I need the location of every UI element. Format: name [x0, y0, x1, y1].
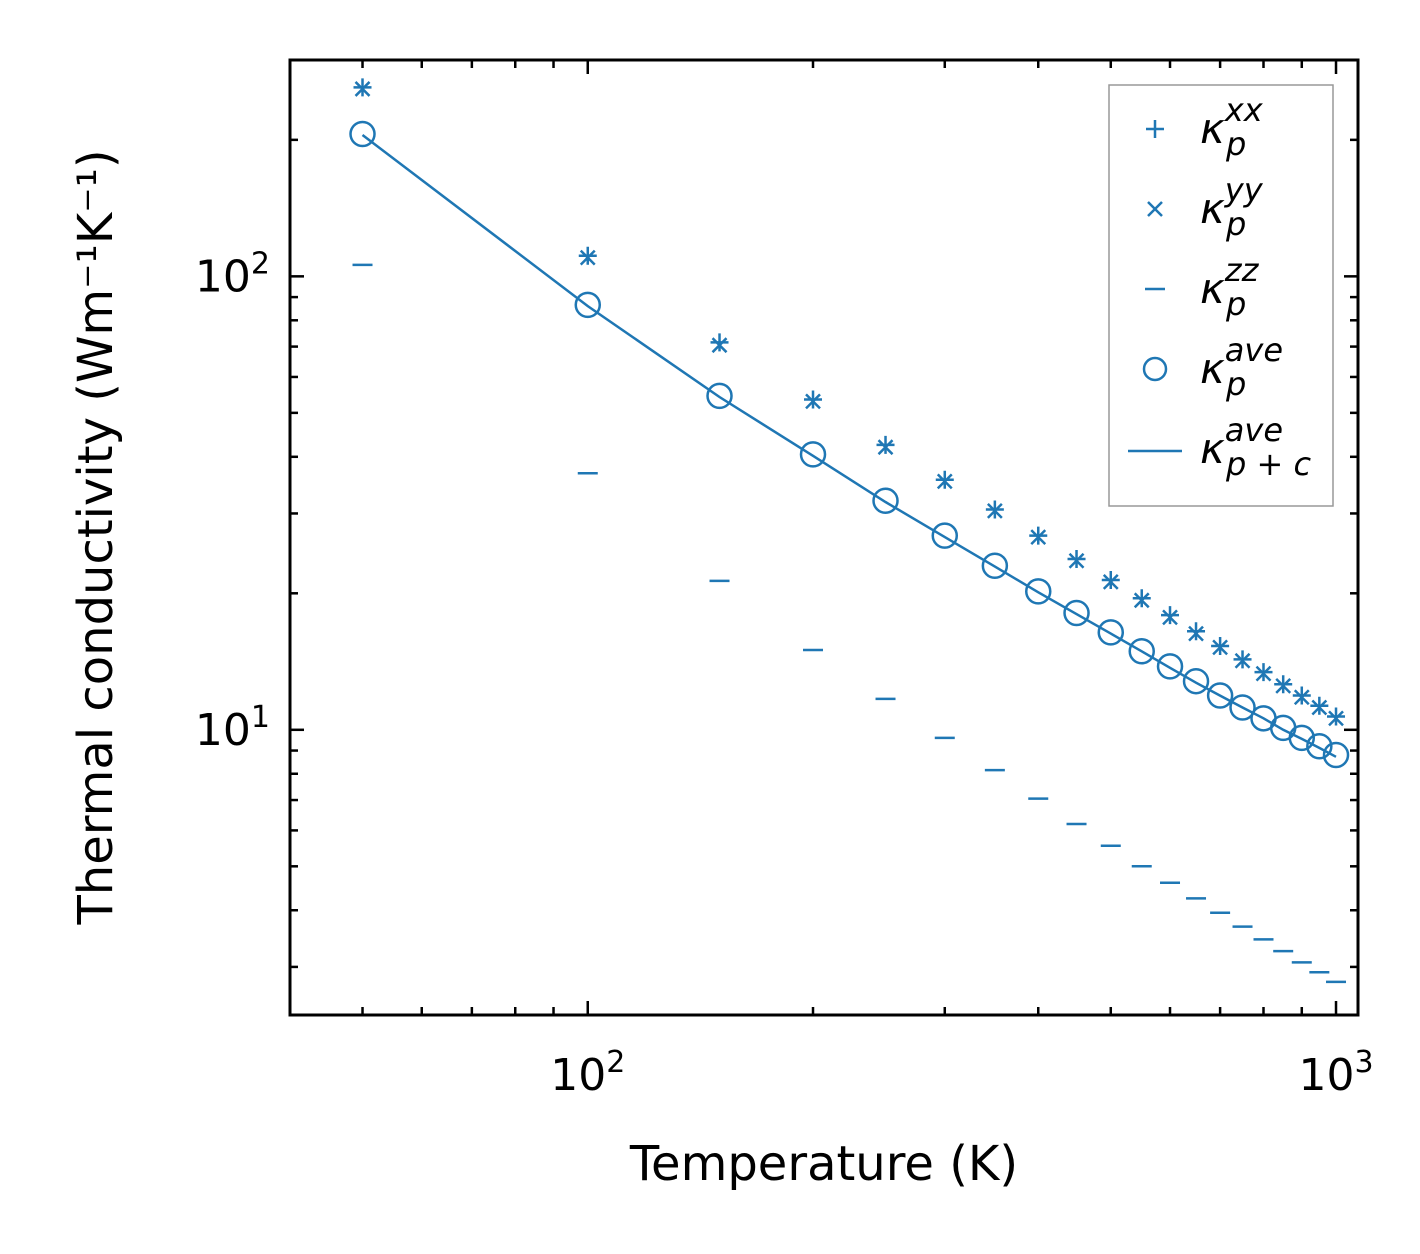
data-point-kp_yy: [1133, 592, 1150, 609]
data-point-kp_ave: [1306, 732, 1333, 760]
data-point-kp_ave: [1322, 741, 1350, 769]
data-point-kp_ave: [872, 487, 899, 514]
data-point-kp_ave: [981, 552, 1009, 580]
data-point-kp_ave: [1097, 619, 1125, 646]
legend-label-kp_yy: κyy p: [1200, 171, 1264, 243]
data-point-kp_yy: [1212, 639, 1228, 656]
plot-frame: [288, 58, 1360, 1017]
legend-label-kp_ave: κave p: [1200, 331, 1283, 403]
data-point-kp_ave: [1229, 694, 1256, 721]
data-point-kp_ave: [706, 382, 733, 410]
y-axis-label: Thermal conductivity (Wm⁻¹K⁻¹): [68, 149, 124, 925]
data-point-kp_ave: [1288, 724, 1316, 752]
tick-labels: 102 103 101 102: [195, 246, 1374, 1101]
series-line-kpc_ave: [361, 134, 1337, 758]
data-point-kp_ave: [1182, 667, 1210, 695]
data-point-kp_xx: [1101, 570, 1120, 589]
data-point-kp_yy: [579, 249, 596, 266]
data-point-kp_yy: [1311, 699, 1328, 716]
legend-label-kpc_ave: κave p + c: [1200, 411, 1311, 483]
data-point-kp_xx: [804, 390, 823, 409]
data-point-kp_ave: [1063, 599, 1090, 627]
data-point-kp_xx: [1132, 589, 1151, 608]
legend-frame: [1108, 84, 1334, 507]
data-point-kp_yy: [1030, 529, 1047, 546]
data-point-kp_yy: [1255, 665, 1272, 682]
data-point-kp_yy: [805, 393, 821, 410]
data-point-kp_ave: [1025, 578, 1052, 605]
data-point-kp_xx: [710, 333, 729, 352]
data-point-kp_yy: [986, 502, 1003, 519]
data-point-kp_yy: [877, 439, 894, 456]
data-point-kp_ave: [1156, 653, 1184, 680]
data-point-kp_ave: [574, 291, 602, 319]
data-point-kp_ave: [799, 441, 827, 468]
y-tick-label: 101: [195, 700, 270, 756]
data-point-kp_xx: [578, 246, 597, 265]
x-axis-label: Temperature (K): [629, 1136, 1018, 1192]
legend-handle-kp_xx: [1146, 120, 1164, 138]
data-point-kp_yy: [1102, 573, 1119, 590]
data-point-kp_xx: [1161, 606, 1180, 625]
data-point-kp_yy: [1293, 689, 1310, 706]
data-point-kp_yy: [711, 337, 728, 354]
legend: κxx p κyy p κzz p κave p κave p + c: [1108, 84, 1334, 507]
legend-handle-kp_yy: [1147, 201, 1163, 217]
data-point-kp_xx: [876, 435, 895, 454]
data-point-kp_yy: [1275, 677, 1292, 694]
data-point-kp_ave: [349, 120, 376, 148]
data-point-kp_yy: [1162, 609, 1178, 626]
data-point-kp_xx: [1327, 707, 1346, 726]
legend-handle-kp_ave: [1142, 356, 1168, 382]
data-point-kp_ave: [931, 522, 959, 549]
data-point-kp_yy: [936, 473, 953, 490]
data-point-kp_yy: [1068, 552, 1085, 569]
data-point-kp_yy: [354, 81, 371, 97]
y-tick-label: 102: [195, 246, 270, 302]
data-marks: [349, 78, 1350, 984]
legend-label-kp_zz: κzz p: [1200, 251, 1260, 323]
data-point-kp_xx: [1187, 622, 1206, 641]
data-point-kp_yy: [1328, 710, 1344, 727]
legend-label-kp_xx: κxx p: [1200, 91, 1264, 163]
data-point-kp_ave: [1128, 638, 1155, 665]
data-point-kp_ave: [1206, 682, 1234, 709]
x-tick-label: 103: [1298, 1045, 1373, 1101]
data-point-kp_yy: [1234, 652, 1251, 669]
data-point-kp_yy: [1188, 625, 1204, 642]
x-tick-label: 102: [550, 1045, 625, 1101]
